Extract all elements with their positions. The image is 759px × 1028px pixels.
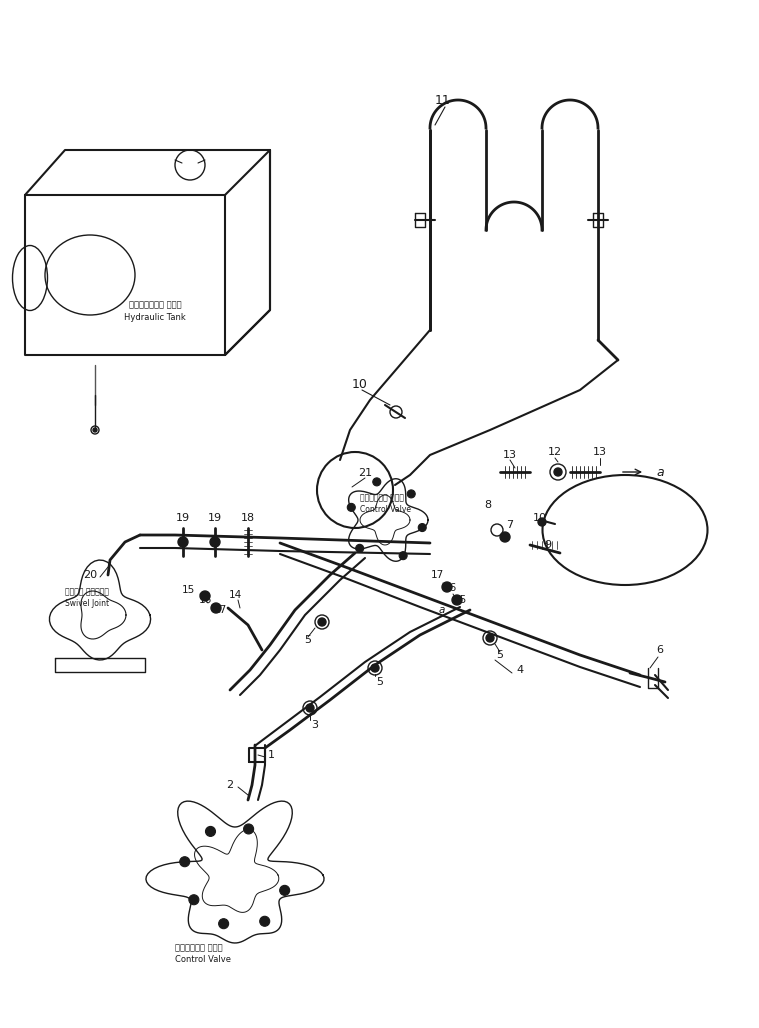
Text: 16: 16: [443, 583, 457, 593]
Text: 14: 14: [228, 590, 241, 600]
Circle shape: [373, 478, 381, 486]
Text: a: a: [439, 605, 446, 615]
Text: 13: 13: [593, 447, 607, 457]
Text: a: a: [657, 466, 664, 478]
Text: 21: 21: [358, 468, 372, 478]
Circle shape: [219, 919, 228, 928]
Circle shape: [500, 533, 510, 542]
Text: コントロール バルブ: コントロール バルブ: [360, 493, 404, 503]
Text: 15: 15: [181, 585, 194, 595]
Circle shape: [538, 518, 546, 526]
Text: 18: 18: [241, 513, 255, 523]
Text: 19: 19: [208, 513, 222, 523]
Text: 6: 6: [657, 645, 663, 655]
Circle shape: [399, 552, 407, 559]
Text: コントロール バルブ: コントロール バルブ: [175, 944, 222, 953]
Circle shape: [486, 634, 494, 642]
Circle shape: [442, 582, 452, 592]
Text: Swivel Joint: Swivel Joint: [65, 599, 109, 609]
Circle shape: [178, 537, 188, 547]
Circle shape: [211, 603, 221, 613]
Text: 2: 2: [226, 780, 234, 790]
Text: Control Valve: Control Valve: [175, 955, 231, 964]
Text: 16: 16: [198, 595, 212, 605]
Circle shape: [306, 704, 314, 712]
Circle shape: [356, 545, 364, 552]
Text: 5: 5: [304, 635, 311, 645]
Circle shape: [452, 595, 462, 605]
Text: Hydraulic Tank: Hydraulic Tank: [124, 314, 186, 323]
Text: 17: 17: [213, 605, 227, 615]
Circle shape: [318, 618, 326, 626]
Circle shape: [418, 523, 427, 531]
Circle shape: [210, 537, 220, 547]
Text: 19: 19: [176, 513, 190, 523]
Circle shape: [189, 894, 199, 905]
Text: 10: 10: [352, 378, 368, 392]
Circle shape: [200, 591, 210, 601]
Text: ハイドロリック タンク: ハイドロリック タンク: [129, 300, 181, 309]
Circle shape: [408, 490, 415, 498]
Text: 15: 15: [453, 595, 467, 605]
Text: 11: 11: [435, 94, 451, 107]
Circle shape: [180, 856, 190, 867]
Circle shape: [244, 824, 254, 834]
Text: 5: 5: [376, 677, 383, 687]
Circle shape: [260, 916, 269, 926]
Text: 17: 17: [430, 570, 443, 580]
Text: 8: 8: [484, 500, 492, 510]
Text: Control Valve: Control Valve: [360, 506, 411, 514]
Circle shape: [206, 827, 216, 837]
Circle shape: [93, 428, 97, 432]
Text: 10: 10: [533, 513, 547, 523]
Circle shape: [279, 885, 290, 895]
Text: スイベル ジョイント: スイベル ジョイント: [65, 587, 109, 596]
Text: 9: 9: [544, 540, 552, 550]
Text: 7: 7: [506, 520, 514, 530]
Text: 1: 1: [268, 750, 275, 760]
Text: 12: 12: [548, 447, 562, 457]
Text: 13: 13: [503, 450, 517, 460]
Text: 20: 20: [83, 570, 97, 580]
Text: 4: 4: [516, 665, 524, 675]
Text: 5: 5: [496, 650, 503, 660]
Circle shape: [348, 504, 355, 511]
Circle shape: [371, 664, 379, 672]
Circle shape: [554, 468, 562, 476]
Text: 3: 3: [311, 720, 319, 730]
